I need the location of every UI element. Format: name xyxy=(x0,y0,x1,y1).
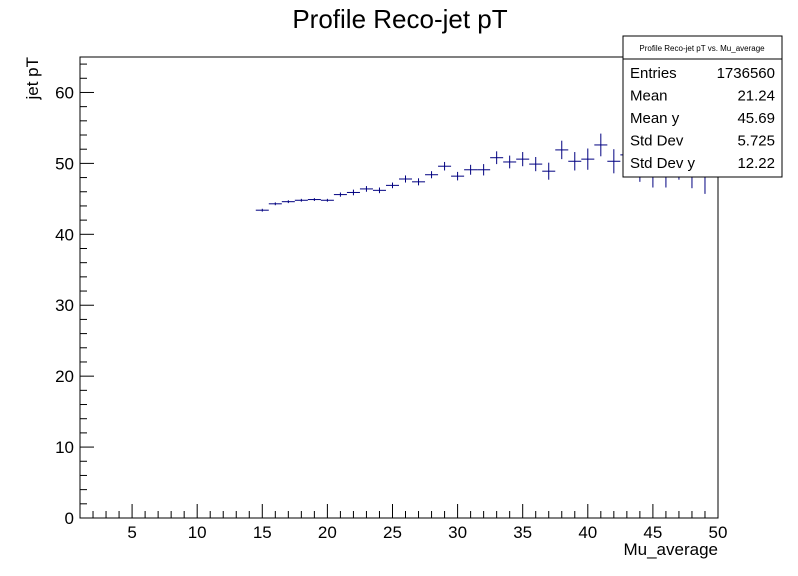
data-point xyxy=(425,171,439,179)
stats-row-label: Entries xyxy=(630,65,677,82)
data-point xyxy=(516,152,530,167)
stats-row-value: 5.725 xyxy=(737,133,775,150)
y-tick-label: 20 xyxy=(55,367,74,386)
x-tick-label: 10 xyxy=(188,523,207,542)
data-point xyxy=(399,175,413,183)
data-point xyxy=(294,198,308,202)
stats-row-label: Std Dev xyxy=(630,133,684,150)
x-tick-label: 5 xyxy=(127,523,136,542)
stats-row-label: Mean y xyxy=(630,110,680,127)
y-axis-label: jet pT xyxy=(23,57,42,101)
data-point xyxy=(346,189,360,196)
stats-rows: Entries 1736560 Mean 21.24 Mean y 45.69 Std De… xyxy=(630,65,775,172)
x-tick-label: 45 xyxy=(643,523,662,542)
data-point xyxy=(568,152,582,171)
data-point xyxy=(529,157,543,172)
stats-box: Profile Reco-jet pT vs. Mu_average Entri… xyxy=(622,35,783,178)
data-point xyxy=(372,187,386,194)
stats-box-title: Profile Reco-jet pT vs. Mu_average xyxy=(639,44,765,53)
x-tick-label: 25 xyxy=(383,523,402,542)
y-tick-label: 60 xyxy=(55,83,74,102)
y-tick-label: 50 xyxy=(55,154,74,173)
data-point xyxy=(477,164,491,176)
data-point xyxy=(281,200,295,204)
stats-row-label: Std Dev y xyxy=(630,155,696,172)
data-point xyxy=(542,162,556,180)
data-point xyxy=(268,202,282,206)
y-tick-label: 30 xyxy=(55,296,74,315)
x-tick-label: 50 xyxy=(709,523,728,542)
x-tick-label: 15 xyxy=(253,523,272,542)
data-point xyxy=(255,208,269,212)
data-point xyxy=(555,140,569,160)
x-tick-label: 35 xyxy=(513,523,532,542)
stats-row-label: Mean xyxy=(630,88,668,105)
y-tick-label: 40 xyxy=(55,225,74,244)
stats-row-value: 12.22 xyxy=(737,155,775,172)
data-point xyxy=(438,161,452,171)
stats-row-value: 1736560 xyxy=(717,65,775,82)
data-point xyxy=(333,192,347,197)
y-axis: 0 10 20 30 40 50 60 xyxy=(55,63,94,528)
data-point xyxy=(359,186,373,192)
data-point xyxy=(581,148,595,170)
y-tick-label: 10 xyxy=(55,438,74,457)
data-point xyxy=(307,198,321,201)
data-point xyxy=(464,164,478,175)
stats-row-value: 45.69 xyxy=(737,110,775,127)
data-point xyxy=(412,178,426,186)
data-point xyxy=(503,155,517,169)
data-point xyxy=(594,133,608,157)
x-tick-label: 40 xyxy=(578,523,597,542)
chart-title: Profile Reco-jet pT xyxy=(292,4,507,34)
data-point xyxy=(451,171,465,181)
data-point xyxy=(490,151,504,165)
data-point xyxy=(385,182,399,189)
data-point xyxy=(607,149,621,174)
x-axis-label: Mu_average xyxy=(623,540,718,559)
x-tick-label: 20 xyxy=(318,523,337,542)
stats-row-value: 21.24 xyxy=(737,88,775,105)
plot-frame xyxy=(79,56,719,519)
x-tick-label: 30 xyxy=(448,523,467,542)
x-axis: 5 10 15 20 25 30 35 40 45 50 xyxy=(92,504,728,542)
data-point xyxy=(320,198,334,202)
y-tick-label: 0 xyxy=(65,509,74,528)
